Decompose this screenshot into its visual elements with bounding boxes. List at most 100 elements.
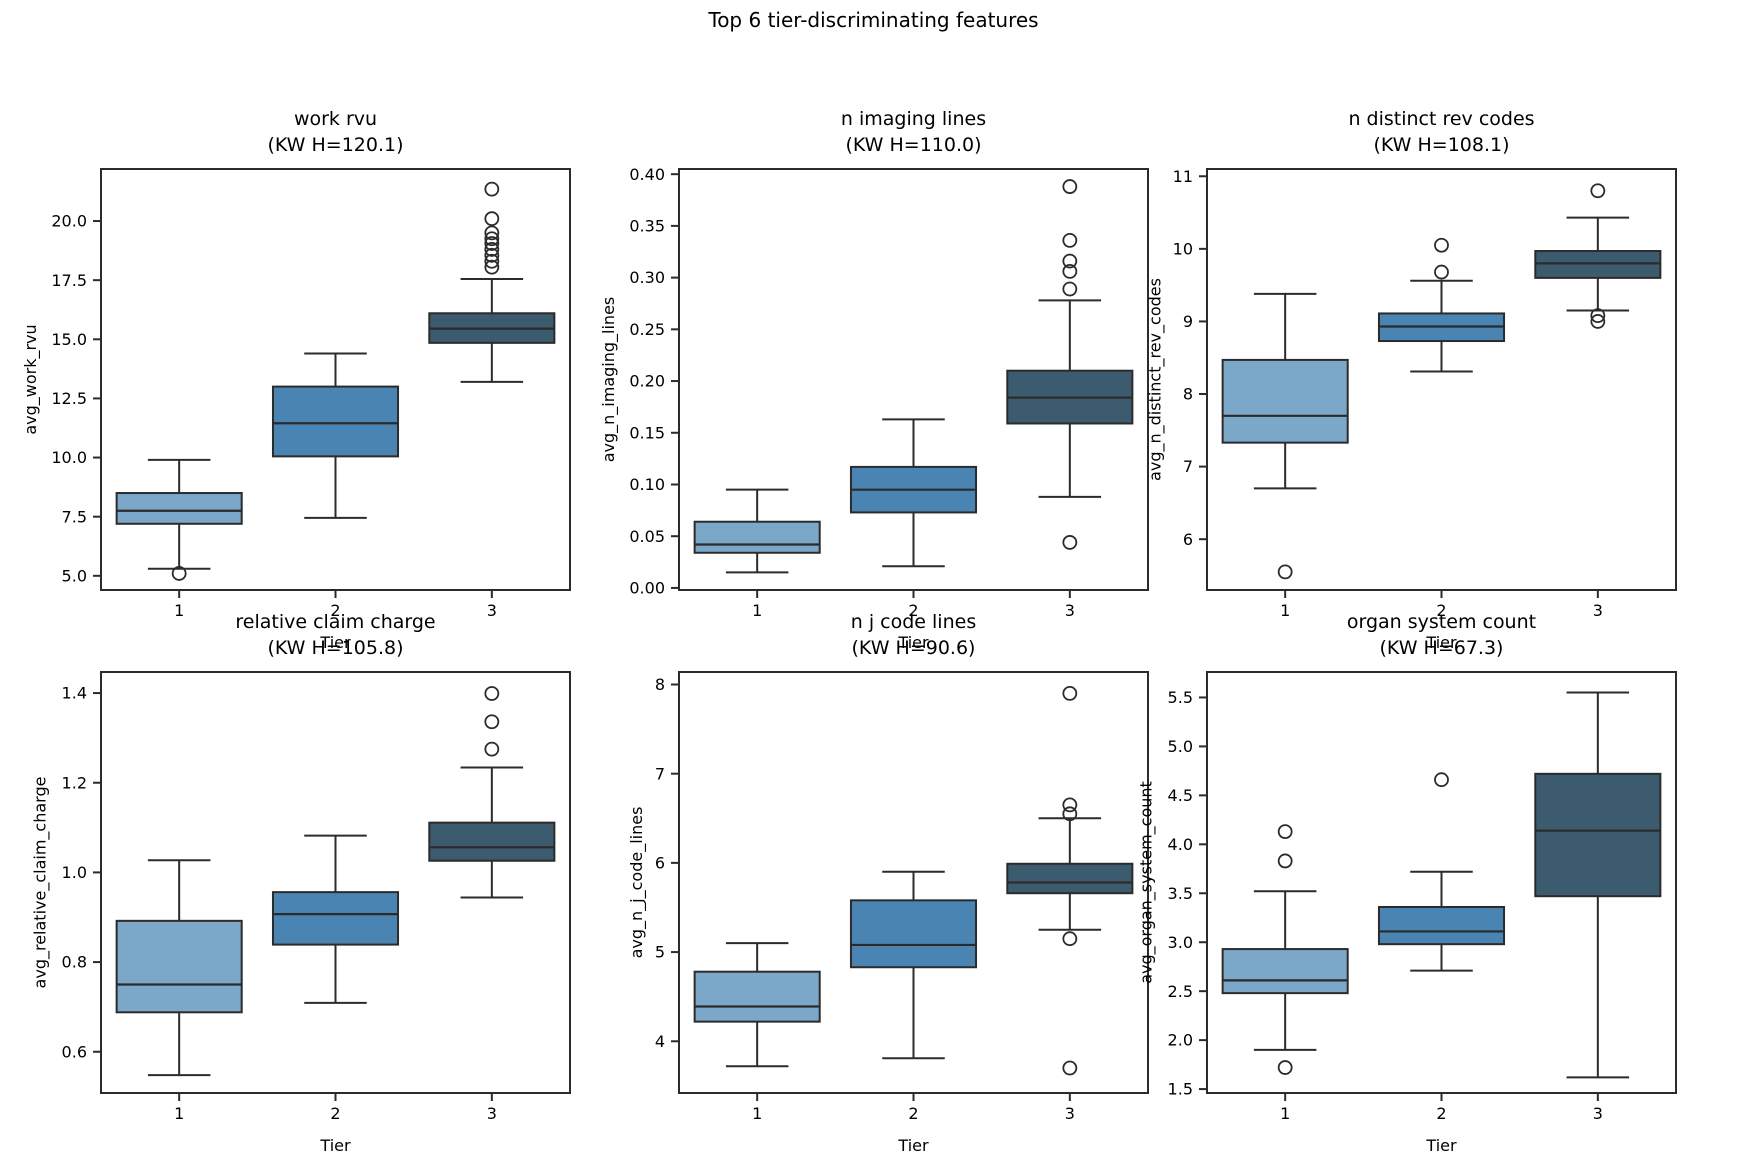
y-tick-label: 0.25 bbox=[629, 320, 665, 339]
subplot-n-imaging-lines: n imaging lines (KW H=110.0) 0.00 0.05 0.10 0… bbox=[599, 108, 1149, 652]
y-tick-label: 0.40 bbox=[629, 165, 665, 184]
y-tick-label: 3.0 bbox=[1168, 933, 1193, 952]
y-tick-label: 0.00 bbox=[629, 579, 665, 598]
outlier-point bbox=[1277, 564, 1293, 580]
x-tick-label: 1 bbox=[752, 1104, 762, 1123]
x-tick-label: 2 bbox=[908, 601, 918, 620]
subplot-n-distinct-rev-codes: n distinct rev codes(KW H=108.1)67891011… bbox=[1146, 108, 1677, 652]
outlier-point bbox=[484, 259, 500, 275]
y-axis-label: avg_n_imaging_lines bbox=[599, 297, 619, 463]
subplot-title: n j code lines bbox=[851, 611, 976, 633]
y-tick-label: 0.20 bbox=[629, 372, 665, 391]
y-tick-label: 3.5 bbox=[1168, 884, 1193, 903]
outlier-point bbox=[171, 566, 187, 581]
outlier-point bbox=[1062, 281, 1078, 297]
x-axis-label: Tier bbox=[1425, 1136, 1457, 1155]
y-tick-label: 20.0 bbox=[51, 212, 87, 231]
y-tick-label: 0.8 bbox=[62, 953, 87, 972]
outlier-point bbox=[484, 242, 500, 257]
subplot-subtitle: (KW H=108.1) bbox=[1373, 134, 1509, 156]
x-tick-label: 1 bbox=[174, 601, 184, 620]
box-tier-1 bbox=[693, 970, 821, 1023]
y-tick-label: 5.5 bbox=[1168, 688, 1193, 707]
outlier-point bbox=[484, 236, 500, 251]
y-tick-label: 6 bbox=[655, 853, 665, 872]
x-tick-label: 1 bbox=[1280, 1104, 1290, 1123]
x-tick-label: 1 bbox=[752, 601, 762, 620]
x-tick-label: 1 bbox=[1280, 601, 1290, 620]
box-tier-2 bbox=[271, 891, 400, 946]
x-tick-label: 3 bbox=[1065, 601, 1075, 620]
x-tick-label: 2 bbox=[1436, 1104, 1446, 1123]
subplot-subtitle: (KW H=110.0) bbox=[845, 134, 981, 156]
y-tick-label: 8 bbox=[1183, 385, 1193, 404]
y-tick-label: 17.5 bbox=[51, 271, 87, 290]
y-tick-label: 7.5 bbox=[62, 507, 87, 526]
y-tick-label: 6 bbox=[1183, 530, 1193, 549]
outlier-point bbox=[484, 714, 500, 730]
subplot-title: organ system count bbox=[1347, 611, 1536, 633]
outlier-point bbox=[1434, 264, 1449, 280]
box-tier-1 bbox=[115, 919, 243, 1014]
outlier-point bbox=[484, 181, 500, 197]
outlier-point bbox=[1277, 1060, 1293, 1075]
outlier-point bbox=[484, 231, 500, 247]
box-tier-1 bbox=[115, 492, 243, 525]
y-axis-label: avg_n_distinct_rev_codes bbox=[1146, 278, 1166, 481]
subplot-title: work rvu bbox=[294, 108, 377, 130]
box-tier-2 bbox=[849, 899, 978, 969]
box-tier-2 bbox=[1377, 905, 1506, 946]
outlier-point bbox=[1062, 535, 1078, 550]
y-axis-label: avg_n_j_code_lines bbox=[627, 807, 647, 959]
y-tick-label: 1.4 bbox=[62, 684, 87, 703]
outlier-point bbox=[1062, 1060, 1078, 1076]
outlier-point bbox=[1062, 179, 1078, 194]
y-tick-label: 7 bbox=[1183, 457, 1193, 476]
x-tick-label: 2 bbox=[1436, 601, 1446, 620]
y-tick-label: 1.5 bbox=[1168, 1080, 1193, 1099]
y-tick-label: 1.0 bbox=[62, 863, 87, 882]
box-tier-1 bbox=[693, 520, 821, 554]
box-tier-2 bbox=[271, 385, 400, 458]
outlier-point bbox=[1062, 232, 1078, 248]
subplot-subtitle: (KW H=120.1) bbox=[267, 134, 403, 156]
y-tick-label: 5.0 bbox=[62, 566, 87, 585]
y-tick-label: 5 bbox=[655, 943, 665, 962]
subplot-subtitle: (KW H=105.8) bbox=[267, 637, 403, 659]
x-axis-label: Tier bbox=[897, 1136, 929, 1155]
outlier-point bbox=[1062, 686, 1078, 701]
x-tick-label: 3 bbox=[487, 601, 497, 620]
x-axis-label: Tier bbox=[1425, 633, 1457, 652]
y-tick-label: 7 bbox=[655, 764, 665, 783]
subplot-n-j-code-lines: n j code lines (KW H=90.6) 4 5 6 7 8 avg_n_j_co… bbox=[627, 611, 1149, 1155]
y-tick-label: 4.5 bbox=[1168, 786, 1193, 805]
y-tick-label: 0.6 bbox=[62, 1042, 87, 1061]
outlier-point bbox=[1062, 253, 1078, 269]
box-tier-3 bbox=[428, 821, 556, 862]
subplot-work-rvu: work rvu (KW H=120.1) 5.0 7.5 10.0 12.5 15.0 17… bbox=[21, 108, 571, 652]
subplot-relative-claim-charge: relative claim charge (KW H=105.8) 0.6 0.8 1… bbox=[30, 611, 571, 1155]
box-tier-3 bbox=[1006, 862, 1134, 895]
y-tick-label: 15.0 bbox=[51, 330, 87, 349]
subplot-subtitle: (KW H=67.3) bbox=[1380, 637, 1504, 659]
y-tick-label: 4 bbox=[655, 1032, 665, 1051]
x-axis-label: Tier bbox=[319, 633, 351, 652]
x-tick-label: 3 bbox=[1593, 601, 1603, 620]
y-tick-label: 8 bbox=[655, 675, 665, 694]
outlier-point bbox=[1062, 264, 1078, 279]
y-axis-label: avg_relative_claim_charge bbox=[30, 777, 50, 989]
figure-title: Top 6 tier-discriminating features bbox=[708, 8, 1039, 32]
outlier-point bbox=[1277, 853, 1293, 869]
y-tick-label: 0.10 bbox=[629, 475, 665, 494]
y-tick-label: 2.0 bbox=[1168, 1031, 1193, 1050]
box-tier-3 bbox=[1534, 772, 1662, 898]
outlier-point bbox=[1062, 806, 1078, 822]
outlier-point bbox=[1062, 797, 1078, 813]
x-tick-label: 2 bbox=[330, 1104, 340, 1123]
outlier-point bbox=[484, 253, 500, 269]
outlier-point bbox=[1590, 308, 1606, 324]
outlier-point bbox=[484, 225, 500, 241]
x-tick-label: 3 bbox=[487, 1104, 497, 1123]
outlier-point bbox=[1590, 314, 1606, 329]
outlier-point bbox=[484, 741, 500, 757]
